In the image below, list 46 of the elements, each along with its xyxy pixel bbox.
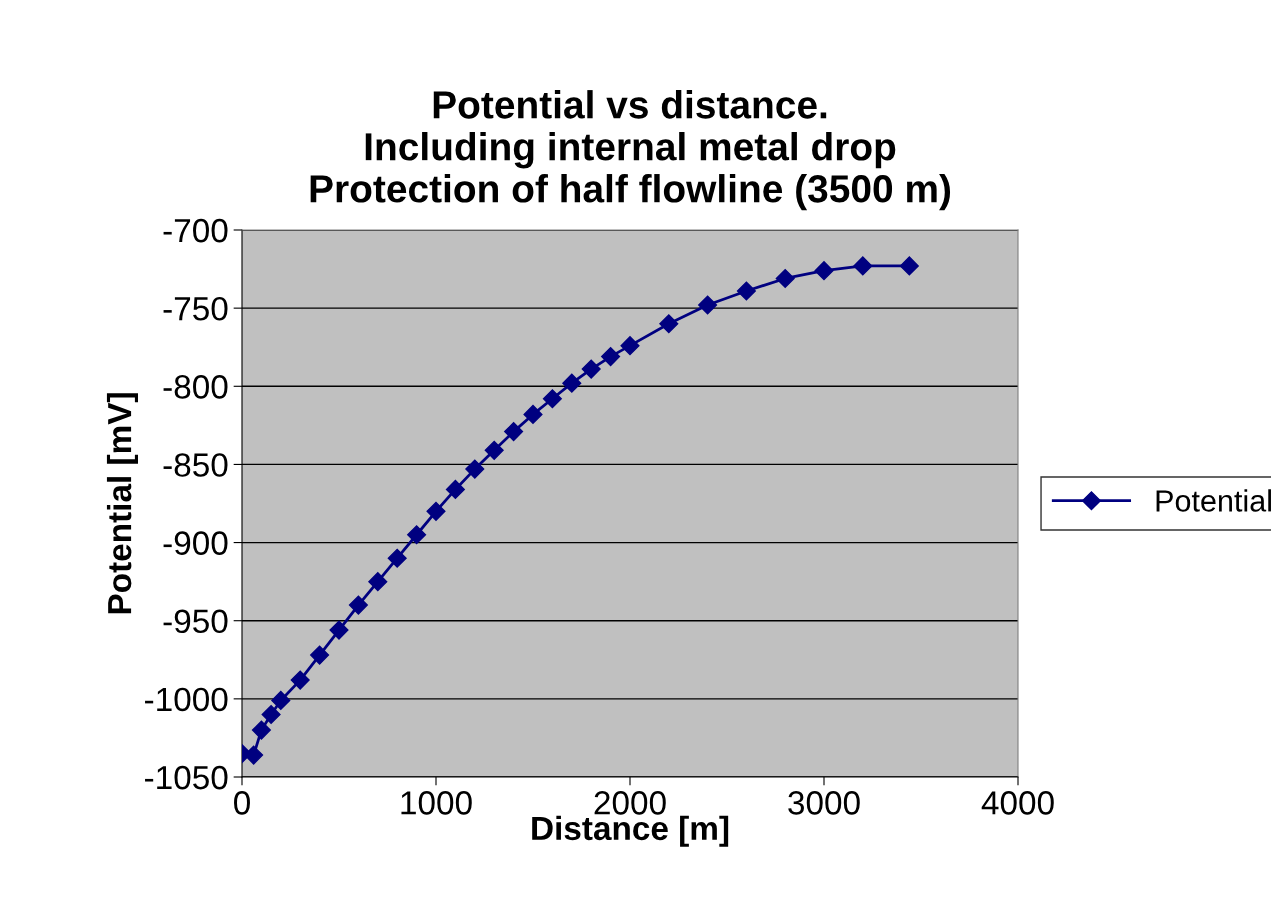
point <box>523 404 543 424</box>
point <box>261 704 281 725</box>
point <box>542 389 562 409</box>
x-axis-title: Distance [m] <box>532 815 729 847</box>
y-tick-label: -800 <box>163 375 228 399</box>
point <box>426 501 446 521</box>
y-tick-label: -850 <box>163 453 228 477</box>
point <box>899 256 919 276</box>
point <box>659 314 679 334</box>
point <box>581 359 601 379</box>
x-tick-label: 4000 <box>981 791 1054 815</box>
point <box>620 336 640 356</box>
x-tick-label: 3000 <box>788 791 860 815</box>
y-tick-label: -1050 <box>145 765 228 790</box>
y-axis-title: Potential [mV] <box>106 393 139 614</box>
point <box>775 268 795 288</box>
point <box>244 745 264 765</box>
point <box>290 670 310 690</box>
point <box>814 261 834 281</box>
point <box>736 281 756 301</box>
y-tick-label: -1000 <box>145 687 228 712</box>
x-tick-label: 1000 <box>401 791 472 815</box>
point <box>562 373 582 393</box>
y-tick-label: -700 <box>163 218 228 243</box>
point <box>348 595 368 615</box>
point <box>251 720 271 740</box>
point <box>601 347 621 367</box>
point <box>407 525 427 545</box>
y-tick-label: -950 <box>163 609 228 634</box>
x-tick-label: 0 <box>234 791 250 815</box>
point <box>271 690 291 710</box>
point <box>445 479 465 499</box>
point <box>329 620 349 640</box>
point <box>368 572 388 592</box>
legend-label: Potential <box>1156 489 1271 512</box>
y-tick-label: -900 <box>163 531 228 555</box>
x-tick-label: 2000 <box>594 791 666 815</box>
point <box>387 548 407 568</box>
point <box>504 422 524 442</box>
point <box>853 256 873 276</box>
y-tick-label: -750 <box>163 296 228 321</box>
chart-title: Potential vs distance. Including internal metal drop Protection of half flowline (3500 m) <box>310 90 951 211</box>
point <box>484 440 504 460</box>
point <box>310 645 330 665</box>
point <box>465 459 485 479</box>
point <box>698 295 718 315</box>
